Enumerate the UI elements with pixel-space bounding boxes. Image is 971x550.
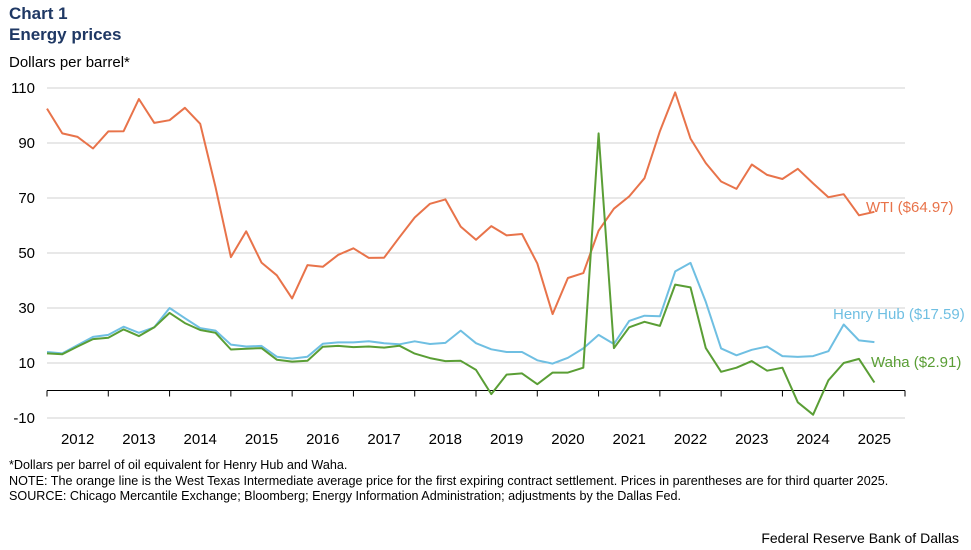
- chart-title: Energy prices: [9, 25, 122, 44]
- x-axis: 2012 2013 2014 2015 2016 2017 2018 2019 2020 2021…: [46, 390, 906, 448]
- series-label-henry-hub: Henry Hub ($17.59): [833, 306, 965, 323]
- note-text: NOTE: The orange line is the West Texas …: [9, 473, 889, 488]
- series-label-waha: Waha ($2.91): [871, 354, 961, 371]
- y-tick-label: -10: [13, 410, 35, 427]
- x-tick-label: 2018: [429, 431, 462, 448]
- series-lines: [46, 91, 876, 416]
- x-tick-label: 2022: [674, 431, 707, 448]
- x-tick-label: 2020: [551, 431, 584, 448]
- series-labels: WTI ($64.97) Henry Hub ($17.59) Waha ($2.9…: [833, 199, 965, 371]
- credit-line: Federal Reserve Bank of Dallas: [761, 530, 959, 546]
- x-tick-label: 2017: [367, 431, 400, 448]
- footnote: *Dollars per barrel of oil equivalent fo…: [9, 458, 348, 472]
- y-tick-label: 50: [18, 245, 35, 262]
- y-axis-unit-label: Dollars per barrel*: [9, 54, 130, 71]
- series-line-wti: [46, 91, 875, 316]
- x-tick-label: 2025: [858, 431, 891, 448]
- series-label-wti: WTI ($64.97): [866, 199, 954, 216]
- chart-number: Chart 1: [9, 4, 68, 23]
- y-tick-label: 30: [18, 300, 35, 317]
- y-tick-label: 70: [18, 190, 35, 207]
- series-line-henry-hub: [46, 261, 875, 365]
- y-tick-label: 110: [11, 80, 35, 97]
- x-tick-label: 2014: [184, 431, 217, 448]
- x-tick-label: 2016: [306, 431, 339, 448]
- x-tick-label: 2013: [122, 431, 155, 448]
- y-axis-ticks: 110 90 70 50 30 10 -10: [11, 80, 35, 427]
- y-tick-label: 10: [18, 355, 35, 372]
- x-tick-label: 2023: [735, 431, 768, 448]
- series-line-waha: [46, 132, 876, 416]
- chart-notes: *Dollars per barrel of oil equivalent fo…: [9, 458, 949, 505]
- source-text: SOURCE: Chicago Mercantile Exchange; Blo…: [9, 489, 681, 504]
- x-tick-label: 2021: [613, 431, 646, 448]
- x-tick-label: 2019: [490, 431, 523, 448]
- gridlines: [47, 87, 905, 419]
- x-tick-label: 2024: [796, 431, 829, 448]
- x-tick-label: 2012: [61, 431, 94, 448]
- y-tick-label: 90: [18, 135, 35, 152]
- x-tick-label: 2015: [245, 431, 278, 448]
